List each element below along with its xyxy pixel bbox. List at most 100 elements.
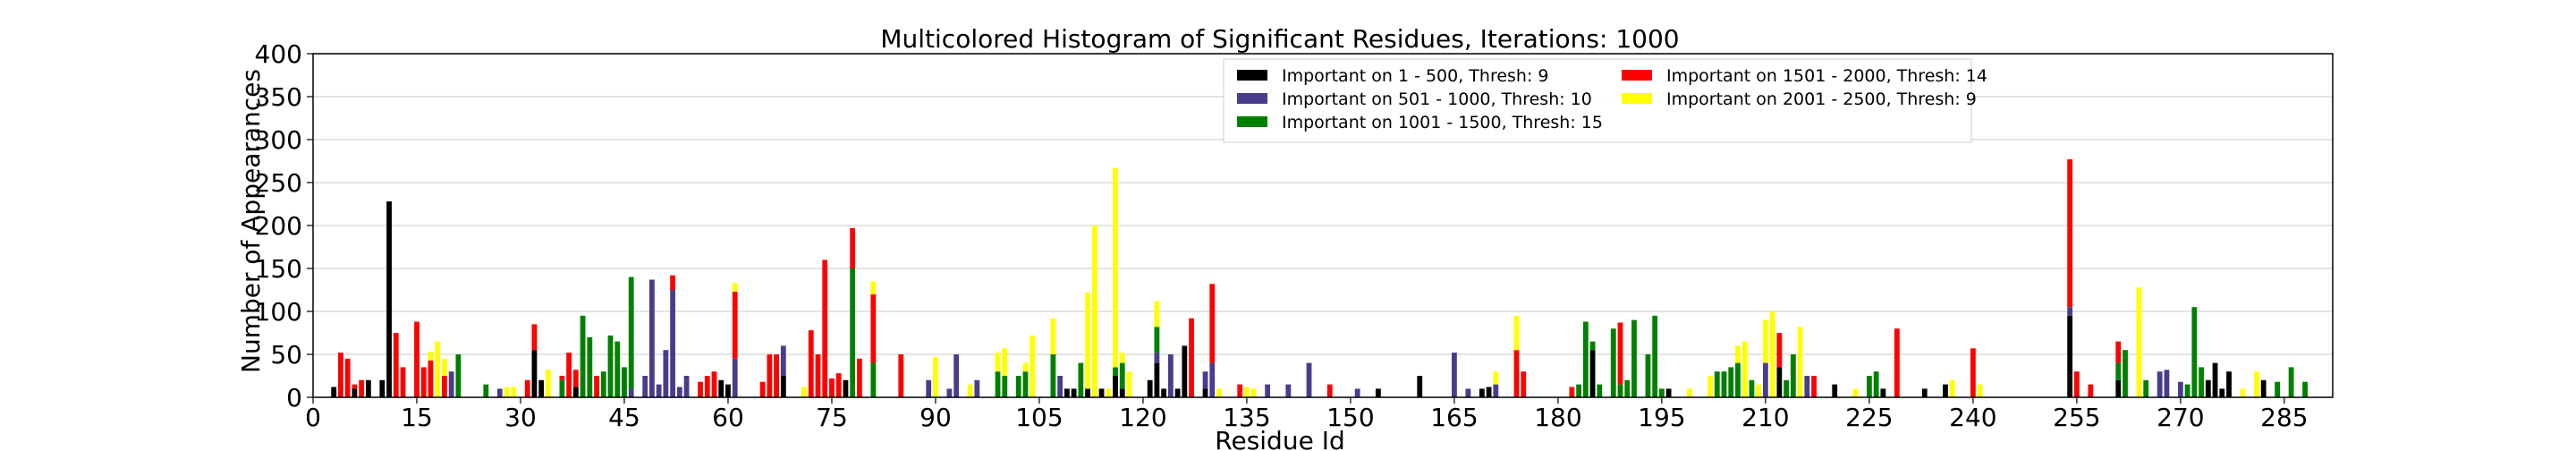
y-tick-label: 0 [286, 383, 302, 413]
bar-segment-s2-residue-268 [2164, 370, 2170, 397]
bar-segment-s1-residue-233 [1921, 388, 1928, 397]
bar-segment-s4-residue-32 [531, 324, 538, 351]
bar-segment-s1-residue-277 [2226, 371, 2232, 397]
bar-segment-s3-residue-25 [483, 384, 489, 397]
bar-segment-s1-residue-227 [1880, 388, 1886, 397]
bar-segment-s5-residue-131 [1216, 388, 1222, 397]
bar-segment-s4-residue-65 [759, 381, 766, 397]
bar-segment-s2-residue-129 [1202, 371, 1208, 389]
bar-segment-s4-residue-12 [393, 333, 399, 397]
bar-segment-s2-residue-138 [1265, 384, 1271, 397]
bar-segment-s2-residue-89 [926, 379, 932, 397]
bar-segment-s1-residue-169 [1479, 388, 1485, 397]
x-tick-label: 60 [712, 403, 744, 432]
x-tick-label: 90 [919, 403, 952, 432]
bar-segment-s3-residue-193 [1645, 354, 1651, 397]
bar-segment-s1-residue-212 [1776, 367, 1783, 397]
x-tick-label: 210 [1741, 403, 1789, 432]
bar-segment-s2-residue-49 [649, 279, 655, 397]
y-tick-label: 150 [255, 254, 302, 284]
bar-segment-s5-residue-202 [1707, 376, 1713, 397]
bar-segment-s1-residue-6 [352, 388, 358, 397]
bar-segment-s1-residue-261 [2115, 379, 2122, 397]
y-tick-label: 250 [255, 168, 302, 198]
x-tick-label: 285 [2260, 403, 2308, 432]
bar-segment-s2-residue-165 [1452, 353, 1457, 397]
bar-segment-s4-residue-147 [1326, 384, 1333, 397]
bar-segment-s3-residue-78 [850, 268, 856, 397]
y-axis-ticks: 0 50 100 150 200 250 300 350 400 [255, 39, 313, 413]
bar-segment-s5-residue-117 [1119, 353, 1125, 363]
x-tick-label: 45 [608, 403, 640, 432]
bar-segment-s2-residue-167 [1465, 388, 1471, 397]
x-tick-label: 195 [1638, 403, 1685, 432]
bar-segment-s1-residue-276 [2219, 388, 2225, 397]
bar-segment-s3-residue-36 [559, 379, 565, 397]
legend-label-s5: Important on 2001 - 2500, Thresh: 9 [1666, 89, 1977, 109]
bar-segment-s4-residue-61 [732, 291, 738, 359]
bar-segment-s3-residue-195 [1659, 388, 1665, 397]
bar-segment-s5-residue-211 [1769, 311, 1775, 397]
bar-segment-s4-residue-31 [524, 379, 530, 397]
bar-segment-s4-residue-255 [2073, 371, 2080, 397]
bar-segment-s4-residue-58 [711, 371, 717, 397]
bar-segment-s2-residue-50 [656, 384, 662, 397]
bar-segment-s4-residue-56 [698, 381, 703, 397]
bar-segment-s4-residue-174 [1513, 350, 1520, 397]
bar-segment-s4-residue-212 [1776, 333, 1783, 368]
bar-segment-s3-residue-81 [870, 362, 877, 397]
bar-segment-s3-residue-21 [455, 354, 462, 397]
bar-segment-s5-residue-215 [1797, 327, 1803, 397]
bar-segment-s3-residue-189 [1617, 384, 1623, 397]
bar-segment-s5-residue-206 [1735, 345, 1741, 363]
bar-segment-s3-residue-117 [1119, 362, 1125, 389]
bar-segment-s3-residue-107 [1050, 354, 1056, 397]
y-tick-label: 200 [255, 211, 302, 241]
x-tick-label: 105 [1015, 403, 1063, 432]
bar-segment-s4-residue-72 [808, 330, 814, 397]
bar-segment-s3-residue-102 [1015, 376, 1021, 397]
x-tick-label: 30 [504, 403, 537, 432]
bar-segment-s2-residue-48 [642, 376, 648, 397]
bar-segment-s3-residue-272 [2191, 307, 2198, 397]
bar-segment-s5-residue-135 [1244, 387, 1250, 397]
bar-segment-s4-residue-189 [1617, 322, 1623, 385]
bar-segment-s2-residue-20 [448, 371, 454, 397]
bar-segment-s2-residue-54 [683, 376, 690, 397]
bar-segment-s5-residue-174 [1513, 315, 1520, 351]
bar-segment-s1-residue-77 [843, 379, 849, 397]
bar-segment-s3-residue-225 [1867, 376, 1872, 397]
bar-segment-s3-residue-188 [1610, 328, 1616, 397]
bar-segment-s1-residue-109 [1063, 388, 1070, 397]
bar-segment-s1-residue-154 [1375, 388, 1381, 397]
bar-segment-s2-residue-52 [670, 290, 676, 397]
bar-segment-s3-residue-190 [1624, 379, 1631, 397]
bar-segment-s5-residue-34 [546, 370, 551, 397]
x-tick-label: 255 [2053, 403, 2100, 432]
x-axis-label: Residue Id [1215, 426, 1344, 451]
bar-segment-s1-residue-274 [2205, 379, 2211, 397]
bar-segment-s5-residue-107 [1050, 318, 1056, 354]
bar-segment-s2-residue-122 [1154, 353, 1160, 363]
x-tick-label: 225 [1845, 403, 1893, 432]
legend-swatch-s5 [1622, 93, 1652, 104]
x-axis-ticks: 0 15 30 45 60 75 90 105 120 135 150 165 180 195 210 225… [305, 397, 2309, 432]
x-tick-label: 0 [305, 403, 321, 432]
x-tick-label: 15 [401, 403, 433, 432]
bar-segment-s4-residue-130 [1209, 284, 1216, 363]
bar-segment-s1-residue-11 [386, 201, 392, 397]
bar-segment-s3-residue-204 [1721, 371, 1727, 397]
bar-segment-s4-residue-217 [1811, 376, 1817, 397]
bar-segment-s3-residue-184 [1582, 321, 1589, 397]
bar-segment-s5-residue-17 [428, 352, 434, 361]
bar-segment-s5-residue-281 [2254, 371, 2259, 397]
bar-segment-s5-residue-279 [2240, 388, 2246, 397]
bar-segment-s2-residue-151 [1354, 388, 1360, 397]
bar-segment-s1-residue-129 [1202, 388, 1208, 397]
bar-segment-s1-residue-8 [365, 379, 371, 397]
x-tick-label: 180 [1534, 403, 1581, 432]
y-tick-label: 50 [270, 340, 302, 370]
bar-segment-s3-residue-271 [2184, 384, 2190, 397]
bar-segment-s3-residue-226 [1873, 371, 1879, 397]
bar-segment-s3-residue-203 [1714, 371, 1720, 397]
